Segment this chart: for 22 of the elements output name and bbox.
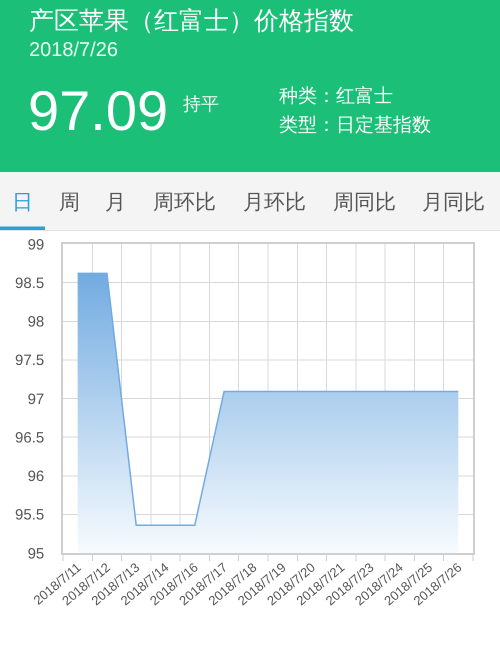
y-tick-label: 96 xyxy=(28,468,44,485)
y-tick-label: 97.5 xyxy=(15,352,44,370)
text: 月同比 xyxy=(422,191,485,214)
y-tick-label: 95.5 xyxy=(15,506,44,524)
y-tick-label: 97 xyxy=(28,390,44,408)
chart-subtitle: 2018/7/26 xyxy=(29,39,118,61)
text: 日 xyxy=(12,191,33,214)
y-tick-label: 95 xyxy=(28,545,44,562)
text: 月 xyxy=(105,191,126,214)
text: 97.09 xyxy=(28,79,168,142)
y-tick-label: 98.5 xyxy=(15,274,44,292)
text: 持平 xyxy=(183,94,219,114)
text: 周环比 xyxy=(153,191,216,214)
y-tick-label: 98 xyxy=(28,314,44,330)
text: 周同比 xyxy=(333,191,396,214)
y-tick-label: 96.5 xyxy=(15,429,44,446)
chart-title: 产区苹果（红富士）价格指数 xyxy=(29,7,354,35)
y-tick-label: 99 xyxy=(28,236,44,254)
text: 月环比 xyxy=(243,191,306,214)
text: 种类：红富士 xyxy=(279,85,393,107)
text: 类型：日定基指数 xyxy=(279,114,431,136)
text: 周 xyxy=(59,191,80,214)
